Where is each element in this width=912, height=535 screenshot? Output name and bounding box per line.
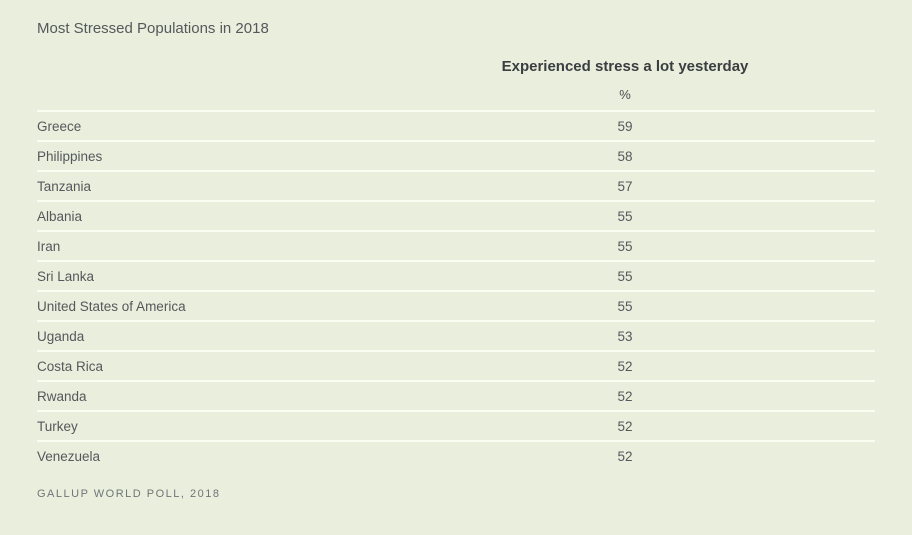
stress-value: 59 xyxy=(617,118,633,134)
table-row: Costa Rica 52 xyxy=(37,350,875,380)
stress-value: 52 xyxy=(617,418,633,434)
stress-value: 53 xyxy=(617,328,633,344)
stress-value: 55 xyxy=(617,268,633,284)
stress-value: 57 xyxy=(617,178,633,194)
country-label: Albania xyxy=(37,208,83,224)
country-label: Venezuela xyxy=(37,448,101,464)
table-row: Uganda 53 xyxy=(37,320,875,350)
country-label: Turkey xyxy=(37,418,78,434)
stress-value: 58 xyxy=(617,148,633,164)
stress-value: 52 xyxy=(617,448,633,464)
table-row: Greece 59 xyxy=(37,110,875,140)
table-row: Venezuela 52 xyxy=(37,440,875,470)
unit-label: % xyxy=(619,87,631,102)
country-label: Rwanda xyxy=(37,388,87,404)
source-attribution: GALLUP WORLD POLL, 2018 xyxy=(37,488,221,500)
value-column-header: Experienced stress a lot yesterday xyxy=(501,58,749,75)
table-row: United States of America 55 xyxy=(37,290,875,320)
country-label: Greece xyxy=(37,118,82,134)
table-row: Rwanda 52 xyxy=(37,380,875,410)
country-label: Sri Lanka xyxy=(37,268,95,284)
stress-value: 55 xyxy=(617,298,633,314)
table-row: Iran 55 xyxy=(37,230,875,260)
country-label: Iran xyxy=(37,238,61,254)
stress-value: 52 xyxy=(617,358,633,374)
table-row: Albania 55 xyxy=(37,200,875,230)
table-row: Philippines 58 xyxy=(37,140,875,170)
stress-value: 55 xyxy=(617,238,633,254)
page-title: Most Stressed Populations in 2018 xyxy=(37,20,269,37)
table-row: Sri Lanka 55 xyxy=(37,260,875,290)
country-label: Costa Rica xyxy=(37,358,104,374)
country-label: Philippines xyxy=(37,148,103,164)
table-body: Greece 59 Philippines 58 Tanzania 57 Alb… xyxy=(37,110,875,470)
table-row: Tanzania 57 xyxy=(37,170,875,200)
country-label: United States of America xyxy=(37,298,186,314)
stress-value: 55 xyxy=(617,208,633,224)
country-label: Tanzania xyxy=(37,178,92,194)
stress-value: 52 xyxy=(617,388,633,404)
table-row: Turkey 52 xyxy=(37,410,875,440)
country-label: Uganda xyxy=(37,328,85,344)
